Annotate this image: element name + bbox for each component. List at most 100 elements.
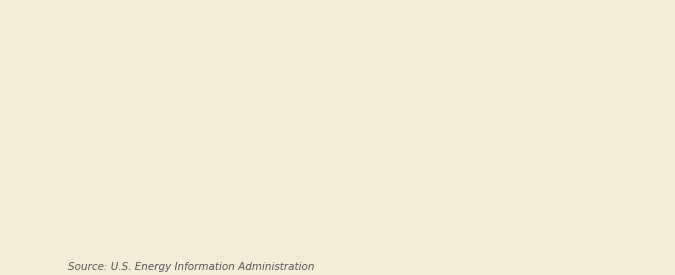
Point [265,89,276,93]
Point [578,90,589,95]
Point [313,114,323,119]
Point [354,134,365,138]
Point [414,110,425,114]
Point [268,60,279,65]
Point [545,106,556,111]
Point [399,150,410,154]
Point [308,118,319,122]
Point [320,129,331,133]
Point [550,118,561,122]
Point [614,102,624,106]
Point [548,113,559,117]
Point [387,142,398,146]
Point [483,94,494,98]
Point [256,79,267,84]
Point [377,142,387,146]
Point [352,130,363,135]
Point [296,102,307,106]
Point [497,90,508,95]
Point [258,90,269,95]
Point [292,97,303,101]
Point [467,97,478,101]
Point [390,150,401,154]
Point [450,78,461,82]
Point [286,89,297,93]
Point [294,126,304,130]
Point [532,102,543,106]
Point [529,94,540,98]
Point [516,102,526,106]
Point [476,97,487,101]
Point [504,98,515,103]
Point [403,142,414,146]
Point [449,70,460,74]
Point [323,121,334,125]
Point [485,86,495,90]
Point [437,126,448,130]
Point [464,103,475,108]
Point [288,102,298,106]
Point [421,86,432,90]
Point [301,110,312,114]
Point [285,94,296,98]
Point [388,145,399,149]
Point [564,100,574,104]
Point [385,139,396,143]
Point [333,142,344,146]
Point [356,126,367,130]
Point [253,57,264,61]
Point [397,156,408,160]
Point [326,118,337,122]
Point [524,70,535,74]
Point [358,129,369,133]
Point [362,132,373,136]
Point [454,110,464,114]
Point [488,102,499,106]
Point [480,92,491,97]
Point [357,127,368,132]
Point [302,113,313,117]
Point [419,89,430,93]
Point [596,100,607,104]
Point [261,62,271,66]
Point [277,86,288,90]
Point [559,102,570,106]
Point [601,118,612,122]
Point [402,137,412,141]
Point [502,97,513,101]
Point [315,106,325,111]
Point [404,145,415,149]
Point [526,89,537,93]
Point [304,114,315,119]
Point [589,110,599,114]
Point [565,106,576,111]
Point [538,108,549,112]
Point [264,65,275,69]
Point [434,113,445,117]
Point [378,140,389,144]
Point [381,130,392,135]
Point [410,110,421,114]
Point [617,118,628,122]
Point [475,121,485,125]
Point [568,118,578,122]
Point [572,90,583,95]
Point [274,175,285,180]
Point [254,71,265,76]
Point [342,140,353,144]
Point [338,202,349,207]
Point [547,110,558,114]
Point [566,113,577,117]
Point [541,95,552,100]
Point [615,105,626,109]
Point [470,106,481,111]
Point [576,90,587,95]
Point [510,98,520,103]
Point [531,97,541,101]
Point [603,122,614,127]
Point [522,90,533,95]
Point [375,155,385,159]
Point [332,134,343,138]
Point [452,102,463,106]
Point [360,126,371,130]
